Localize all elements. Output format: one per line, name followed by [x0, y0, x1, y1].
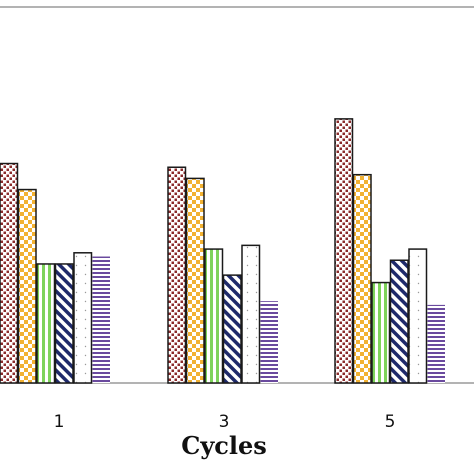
bar — [389, 259, 409, 384]
bar — [185, 177, 205, 384]
bar — [36, 263, 56, 384]
bar — [73, 252, 93, 384]
bar — [408, 248, 428, 384]
bar — [352, 173, 372, 384]
x-tick-label: 1 — [54, 412, 65, 432]
bar — [371, 281, 391, 384]
x-tick-label: 5 — [385, 412, 396, 432]
bar — [334, 118, 354, 384]
bar — [54, 263, 74, 384]
bar — [222, 274, 242, 384]
bar-group — [0, 118, 445, 384]
x-axis-title: Cycles — [181, 431, 267, 460]
bar — [427, 304, 445, 383]
bar — [204, 248, 224, 384]
x-tick-labels: 1 3 5 — [54, 412, 396, 432]
bar — [167, 166, 187, 384]
bar — [260, 301, 278, 383]
bar — [241, 244, 261, 384]
bar — [92, 256, 110, 383]
bar — [17, 188, 37, 384]
bar — [0, 162, 19, 384]
x-tick-label: 3 — [219, 412, 230, 432]
